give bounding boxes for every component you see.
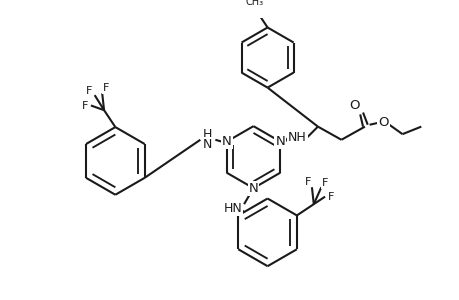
Text: N: N xyxy=(275,135,285,148)
Text: N: N xyxy=(248,182,258,195)
Text: N: N xyxy=(203,138,212,151)
Text: NH: NH xyxy=(287,131,306,144)
Text: O: O xyxy=(348,100,359,112)
Text: F: F xyxy=(86,86,92,96)
Text: N: N xyxy=(221,135,231,148)
Text: O: O xyxy=(378,116,388,129)
Text: F: F xyxy=(304,177,311,187)
Text: F: F xyxy=(82,101,88,111)
Text: F: F xyxy=(321,178,328,188)
Text: F: F xyxy=(102,82,109,93)
Text: CH₃: CH₃ xyxy=(245,0,263,7)
Text: F: F xyxy=(327,192,333,202)
Text: H: H xyxy=(203,128,212,141)
Text: HN: HN xyxy=(223,202,242,215)
